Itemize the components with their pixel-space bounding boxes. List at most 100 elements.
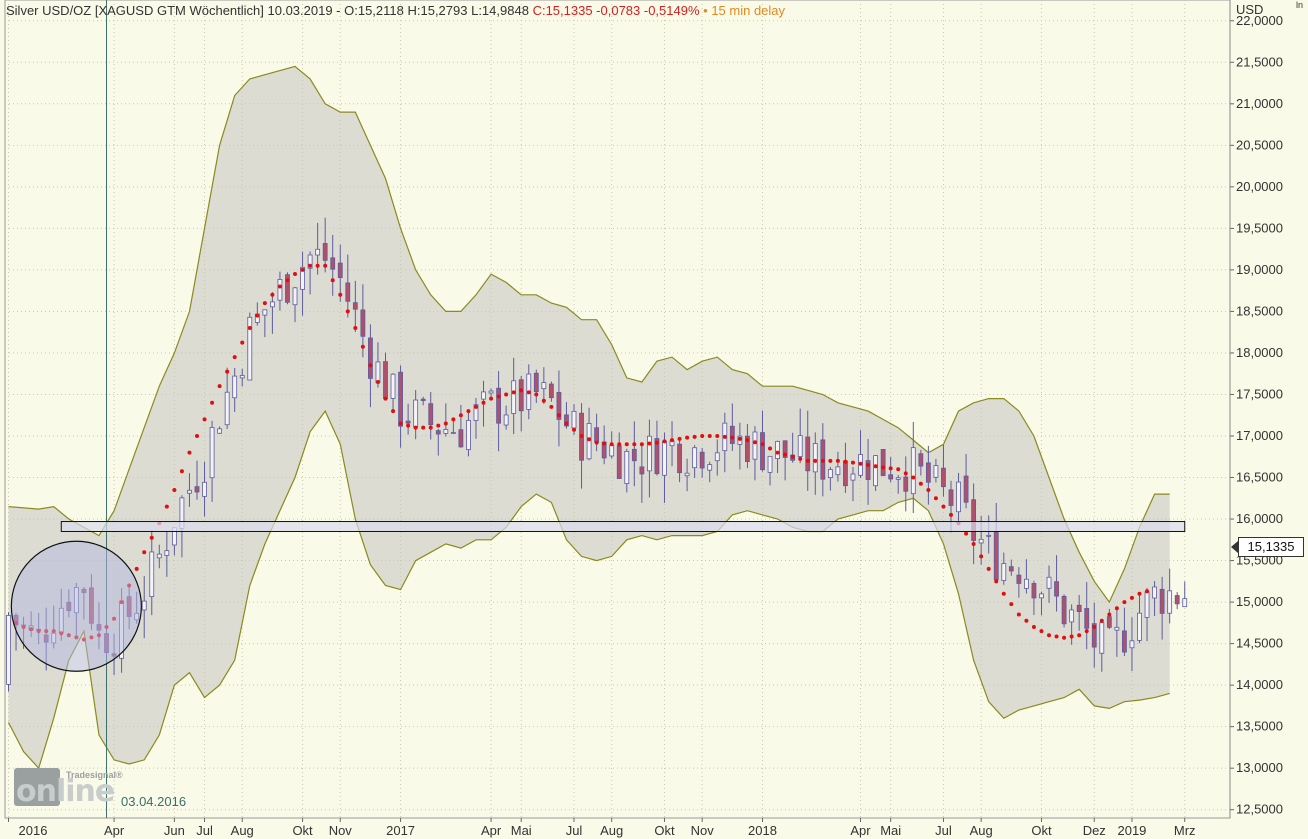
header-instrument: Silver USD/OZ [XAGUSD GTM Wöchentlich] 1…: [6, 3, 341, 18]
candle-body: [209, 427, 215, 479]
candle-body: [1129, 640, 1135, 649]
circle-annotation: [10, 540, 142, 672]
ma-dot: [315, 263, 320, 268]
candle-body: [677, 443, 682, 474]
ma-dot: [481, 400, 486, 405]
ma-dot: [368, 363, 373, 368]
candle-body: [1137, 612, 1142, 641]
ma-dot: [1039, 629, 1044, 634]
ma-dot: [602, 441, 607, 446]
ma-dot: [670, 438, 675, 443]
ma-dot: [451, 417, 456, 422]
candle-body: [481, 391, 486, 400]
candle-body: [986, 534, 992, 537]
ma-dot: [617, 442, 622, 447]
candle-body: [360, 309, 366, 337]
ma-dot: [994, 579, 999, 584]
ma-dot: [707, 433, 712, 438]
candle-body: [262, 309, 268, 316]
ma-dot: [210, 400, 215, 405]
ma-dot: [745, 438, 750, 443]
ma-dot: [911, 475, 916, 480]
log-scale-toggle[interactable]: ln: [1296, 0, 1304, 10]
candle-body: [707, 464, 713, 471]
x-tick-label: 2019: [1117, 823, 1146, 838]
ma-dot: [330, 278, 335, 283]
x-tick-label: Nov: [691, 823, 715, 838]
ma-dot: [715, 433, 720, 438]
candle-body: [1054, 581, 1059, 597]
ma-dot: [949, 512, 953, 517]
candle-body: [941, 467, 946, 488]
candle-body: [1167, 590, 1173, 614]
ma-dot: [783, 452, 788, 457]
ma-dot: [835, 458, 840, 463]
candle-body: [541, 382, 547, 390]
candle-body: [239, 375, 245, 379]
ma-dot: [421, 425, 426, 430]
ma-dot: [926, 487, 931, 492]
candle-body: [609, 445, 615, 457]
candle-body: [903, 476, 909, 492]
candle-body: [466, 420, 471, 451]
ma-dot: [866, 463, 871, 468]
x-tick-label: Mai: [511, 823, 532, 838]
ma-dot: [1024, 618, 1029, 623]
ma-dot: [1129, 595, 1134, 600]
candle-body: [352, 302, 358, 310]
candle-body: [812, 443, 818, 473]
candle-body: [571, 410, 577, 429]
logo-text: online: [16, 774, 115, 809]
candle-body: [1182, 598, 1188, 608]
ma-dot: [850, 460, 855, 465]
ma-dot: [202, 417, 207, 422]
ma-dot: [428, 425, 433, 430]
y-tick-label: 18,0000: [1236, 345, 1283, 360]
ma-dot: [979, 554, 984, 559]
y-tick-label: 12,5000: [1236, 802, 1283, 817]
x-tick-label: Apr: [104, 823, 125, 838]
candle-body: [1069, 609, 1075, 623]
x-tick-label: Jun: [164, 823, 185, 838]
candle-body: [963, 475, 969, 503]
candle-body: [277, 279, 283, 301]
candle-body: [156, 553, 162, 559]
y-tick-label: 19,0000: [1236, 262, 1283, 277]
candle-body: [413, 399, 419, 428]
x-tick-label: Mai: [880, 823, 901, 838]
candle-body: [1031, 583, 1037, 599]
candle-body: [285, 274, 290, 303]
x-tick-label: Aug: [970, 823, 993, 838]
candle-body: [662, 440, 667, 476]
axis-unit-label: USD: [1236, 2, 1264, 17]
ma-dot: [1122, 600, 1127, 605]
candle-body: [631, 448, 637, 462]
header-delay: • 15 min delay: [703, 3, 786, 18]
candle-body: [556, 392, 562, 420]
y-tick-label: 18,5000: [1236, 303, 1283, 318]
candle-body: [1091, 623, 1097, 648]
candle-body: [1008, 566, 1014, 572]
ma-dot: [134, 566, 139, 571]
y-tick-label: 22,0000: [1236, 13, 1283, 28]
ma-dot: [300, 267, 305, 272]
candle-body: [1174, 595, 1180, 605]
ma-dot: [828, 458, 833, 463]
candle-body: [767, 455, 773, 473]
ma-dot: [172, 487, 177, 492]
candle-body: [511, 380, 517, 414]
ma-dot: [700, 433, 705, 438]
candle-body: [337, 262, 343, 279]
current-price-tag: 15,1335: [1231, 537, 1304, 557]
ma-dot: [790, 454, 795, 459]
candle-body: [450, 432, 456, 434]
candle-body: [1152, 586, 1157, 599]
candle-body: [1076, 604, 1082, 612]
logo-box: [14, 768, 60, 806]
ma-dot: [1001, 591, 1006, 596]
candle-body: [420, 398, 426, 401]
candle-body: [797, 435, 803, 457]
candle-body: [375, 361, 381, 384]
ma-dot: [594, 440, 599, 445]
